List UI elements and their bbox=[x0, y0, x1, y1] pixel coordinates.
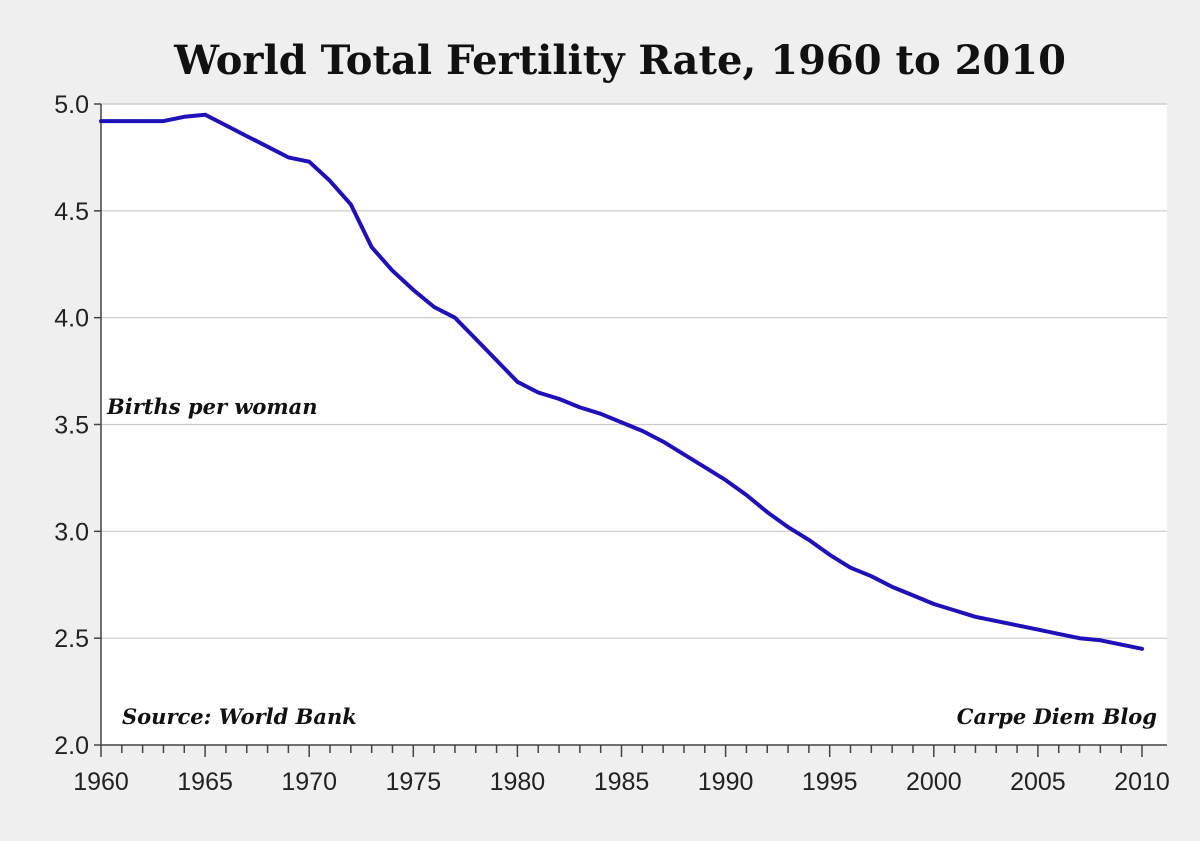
axes: 5.0 4.5 4.0 3.5 3.0 2.5 2.0 1960 1965 1970 1975 198… bbox=[54, 91, 1170, 796]
data-point bbox=[1036, 628, 1040, 632]
data-point bbox=[557, 397, 561, 401]
credit-note: Carpe Diem Blog bbox=[957, 704, 1157, 729]
data-point bbox=[99, 119, 103, 123]
data-point bbox=[682, 452, 686, 457]
y-axis-label: Births per woman bbox=[106, 394, 318, 419]
data-point bbox=[474, 337, 478, 341]
data-point bbox=[161, 119, 166, 123]
data-point bbox=[994, 619, 998, 623]
gridlines bbox=[101, 103, 1167, 639]
data-point bbox=[869, 574, 873, 578]
x-tick-label: 1975 bbox=[385, 768, 441, 796]
y-tick-label: 2.0 bbox=[54, 732, 89, 760]
data-point bbox=[141, 119, 145, 123]
data-point bbox=[1140, 647, 1144, 651]
data-point bbox=[724, 478, 728, 482]
data-point bbox=[786, 525, 790, 529]
data-point bbox=[807, 538, 811, 542]
data-point bbox=[1119, 642, 1123, 647]
x-tick-label: 1960 bbox=[73, 768, 129, 796]
data-point bbox=[182, 115, 186, 119]
data-point bbox=[224, 123, 228, 127]
x-tick-label: 1990 bbox=[698, 768, 754, 796]
x-tick-label: 1980 bbox=[490, 768, 546, 796]
y-tick-label: 3.0 bbox=[54, 518, 89, 546]
x-tick-label: 1995 bbox=[802, 768, 858, 796]
data-point bbox=[744, 493, 749, 497]
data-point bbox=[390, 269, 395, 273]
data-point bbox=[432, 305, 436, 309]
chart-title: World Total Fertility Rate, 1960 to 2010 bbox=[173, 37, 1066, 84]
data-point bbox=[828, 553, 832, 557]
x-tick-label: 2005 bbox=[1010, 768, 1066, 796]
data-point bbox=[1015, 623, 1019, 627]
x-tick-label: 1985 bbox=[594, 768, 650, 796]
data-point bbox=[1077, 636, 1082, 640]
data-point bbox=[619, 420, 624, 424]
x-tick-label: 2000 bbox=[906, 768, 962, 796]
data-point bbox=[265, 145, 270, 149]
data-point bbox=[349, 202, 353, 207]
data-point bbox=[370, 245, 374, 249]
data-point bbox=[453, 316, 457, 320]
data-point bbox=[890, 585, 894, 589]
source-note: Source: World Bank bbox=[122, 704, 357, 729]
data-point bbox=[599, 412, 603, 416]
data-point bbox=[411, 288, 415, 292]
data-point bbox=[536, 390, 540, 395]
x-tick-label: 1970 bbox=[281, 768, 337, 796]
data-point bbox=[661, 439, 665, 444]
data-point bbox=[932, 602, 936, 606]
data-point bbox=[703, 465, 707, 469]
data-point bbox=[953, 608, 957, 612]
x-tick-label: 1965 bbox=[177, 768, 233, 796]
y-tick-label: 2.5 bbox=[54, 625, 89, 653]
y-tick-label: 4.5 bbox=[54, 198, 89, 226]
data-point bbox=[515, 380, 520, 384]
data-point bbox=[286, 155, 290, 160]
data-point bbox=[494, 358, 499, 362]
data-point bbox=[307, 160, 311, 164]
data-point bbox=[328, 179, 332, 183]
y-tick-label: 4.0 bbox=[54, 305, 89, 333]
x-tick-label: 2010 bbox=[1114, 768, 1170, 796]
data-point bbox=[911, 593, 915, 598]
data-point bbox=[203, 113, 207, 117]
data-point bbox=[765, 510, 769, 514]
data-point bbox=[578, 405, 582, 410]
data-point bbox=[973, 615, 978, 619]
data-point bbox=[640, 429, 644, 433]
data-point bbox=[120, 119, 124, 123]
data-point bbox=[1098, 638, 1102, 642]
data-point bbox=[1057, 632, 1061, 636]
data-point bbox=[245, 134, 249, 138]
y-tick-label: 5.0 bbox=[54, 91, 89, 119]
data-point bbox=[848, 566, 853, 570]
y-tick-label: 3.5 bbox=[54, 412, 89, 440]
series-layer bbox=[99, 112, 1144, 651]
